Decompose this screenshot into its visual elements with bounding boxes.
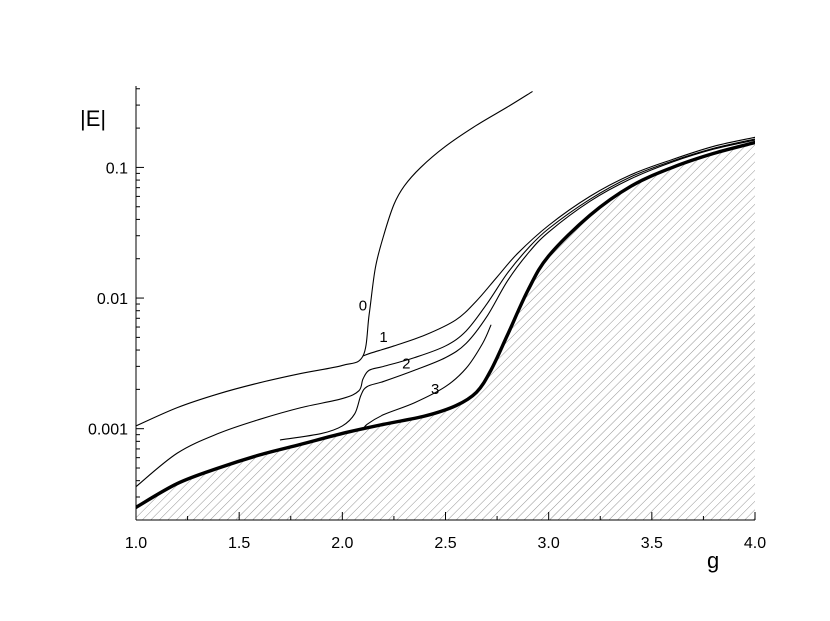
axes: 1.0 1.5 2.0 2.5 3.0 3.5 4.0 0.001 0.01 0.1 [88, 86, 766, 552]
curve-label-1: 1 [379, 329, 387, 346]
series-line-extra-4 [362, 324, 492, 431]
y-ticks: 0.001 0.01 0.1 [88, 88, 144, 521]
plot-area [136, 91, 755, 520]
y-tick-label: 0.1 [106, 160, 128, 177]
boundary-line [136, 140, 755, 510]
shaded-region [136, 142, 755, 520]
x-tick-label: 2.0 [331, 535, 353, 552]
curve-labels: 012 3 [359, 298, 440, 398]
curve-label-2: 2 [402, 355, 410, 372]
x-tick-label: 3.0 [538, 535, 560, 552]
y-axis-title: |E| [80, 106, 106, 131]
x-tick-label: 1.0 [125, 535, 147, 552]
x-ticks: 1.0 1.5 2.0 2.5 3.0 3.5 4.0 [125, 512, 766, 552]
y-tick-label: 0.001 [88, 422, 128, 439]
x-tick-label: 2.5 [434, 535, 456, 552]
series-layer [136, 91, 755, 510]
curve-label-3: 3 [431, 381, 439, 398]
y-tick-label: 0.01 [97, 291, 128, 308]
series-line-0 [136, 91, 533, 427]
x-tick-label: 1.5 [228, 535, 250, 552]
x-axis-title: g [707, 548, 719, 573]
series-line-2 [136, 138, 755, 488]
series-line-3 [279, 139, 755, 441]
x-tick-label: 3.5 [641, 535, 663, 552]
series-line-1 [362, 136, 755, 357]
curve-label-0: 0 [359, 298, 367, 315]
x-tick-label: 4.0 [744, 535, 766, 552]
